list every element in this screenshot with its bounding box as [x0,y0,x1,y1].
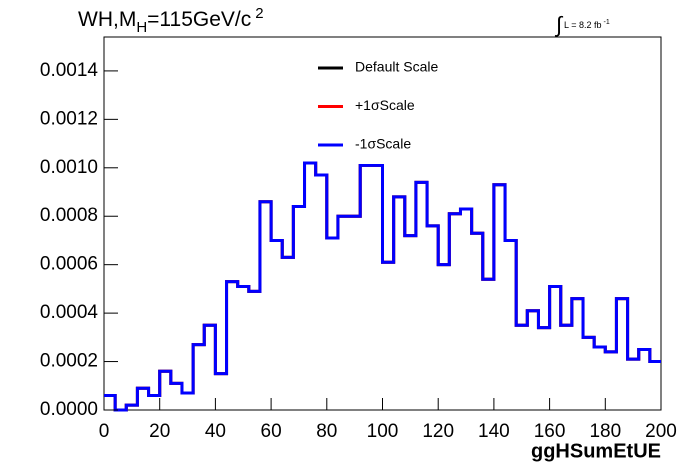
x-tick-label: 20 [149,421,170,442]
title-sub: H [136,19,147,36]
y-tick-label: 0.0006 [40,254,98,275]
y-tick-label: 0.0010 [40,157,98,178]
plot-area [104,161,661,412]
x-tick-label: 100 [367,421,399,442]
title-sup: 2 [255,5,263,22]
x-tick-label: 120 [422,421,454,442]
legend-box [350,50,460,164]
legend-label: +1σScale [355,97,415,113]
x-tick-label: 0 [99,421,110,442]
annotation-text: L = 8.2 fb [564,20,601,30]
y-tick-label: 0.0014 [40,60,99,81]
y-tick-label: 0.0000 [40,399,98,420]
legend-label: -1σScale [355,136,411,152]
chart-title: WH,MH=115GeV/c 2 [78,5,264,36]
y-tick-label: 0.0002 [40,351,98,372]
y-tick-label: 0.0004 [40,302,99,323]
legend-label: Default Scale [355,59,438,75]
annotation-sup: -1 [603,19,609,26]
y-tick-label: 0.0012 [40,108,98,129]
x-tick-label: 200 [645,421,677,442]
histogram-line [104,161,661,412]
x-tick-label: 160 [534,421,566,442]
x-tick-label: 80 [316,421,337,442]
title-rest: =115GeV/c [147,8,251,31]
y-tick-label: 0.0008 [40,205,98,226]
legend: Default Scale +1σScale -1σScale [318,59,438,152]
annotation-integral: ∫ [554,12,564,37]
x-tick-label: 180 [589,421,621,442]
x-tick-label: 140 [478,421,510,442]
x-axis-label: ggHSumEtUE [531,440,661,462]
x-tick-label: 60 [261,421,282,442]
x-tick-label: 40 [205,421,226,442]
title-main: WH,M [78,8,136,31]
annotation: ∫ L = 8.2 fb -1 [554,12,610,37]
